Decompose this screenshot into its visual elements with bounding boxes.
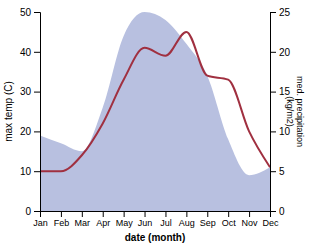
tick-label: Aug xyxy=(179,218,195,228)
tick-label: Feb xyxy=(54,218,70,228)
tick: 5 xyxy=(270,166,285,177)
tick: 50 xyxy=(20,7,40,18)
tick: 30 xyxy=(20,86,40,97)
tick-label: Dec xyxy=(262,218,279,228)
tick-label: Jan xyxy=(33,218,48,228)
x-axis: Jan Feb Mar Apr May Jun Jul Aug Sep Oct NovDec xyxy=(33,211,279,228)
y2-axis-title-line: med. precipitation xyxy=(295,76,305,147)
tick: Jan xyxy=(33,211,48,228)
y-axis: 0 10 20 30 40 50 xyxy=(20,7,41,217)
tick-label: 20 xyxy=(20,126,32,137)
tick-mark xyxy=(34,171,40,172)
tick-mark xyxy=(165,211,166,217)
tick-label: Oct xyxy=(222,218,237,228)
tick-mark xyxy=(270,211,276,212)
tick-mark xyxy=(270,171,276,172)
precip-area xyxy=(40,12,270,211)
tick: Nov xyxy=(242,211,259,228)
chart-container: JanFebMarAprMayJunJulAugSepOctNovDec0102… xyxy=(0,0,318,247)
tick-label: 20 xyxy=(279,47,291,58)
tick-mark xyxy=(249,211,250,217)
axis-line xyxy=(34,13,41,212)
tick-label: 40 xyxy=(20,47,32,58)
tick-mark xyxy=(228,211,229,217)
marks xyxy=(40,12,270,211)
tick: Apr xyxy=(96,211,110,228)
tick-mark xyxy=(145,211,146,217)
tick-label: 10 xyxy=(20,166,32,177)
tick-label: 10 xyxy=(279,126,291,137)
tick: Feb xyxy=(54,211,70,228)
y2-axis-title-line: (kg/m2) xyxy=(285,96,295,127)
tick: May xyxy=(116,211,134,228)
tick: Oct xyxy=(222,211,237,228)
tick: 40 xyxy=(20,47,40,58)
axis-line xyxy=(271,13,277,212)
tick-mark xyxy=(34,92,40,93)
tick-label: May xyxy=(116,218,134,228)
plot: JanFebMarAprMayJunJulAugSepOctNovDec0102… xyxy=(3,7,305,243)
tick-label: 30 xyxy=(20,86,32,97)
tick-label: Jul xyxy=(160,218,172,228)
tick: Jul xyxy=(160,211,172,228)
tick-label: Mar xyxy=(75,218,91,228)
tick: 0 xyxy=(270,206,285,217)
tick: Sep xyxy=(200,211,216,228)
tick-label: 25 xyxy=(279,7,291,18)
tick-mark xyxy=(270,131,276,132)
chart: JanFebMarAprMayJunJulAugSepOctNovDec0102… xyxy=(0,0,318,247)
tick: 10 xyxy=(20,166,40,177)
axis-line xyxy=(41,212,271,218)
tick-mark xyxy=(82,211,83,217)
tick-mark xyxy=(103,211,104,217)
tick: Jun xyxy=(138,211,153,228)
tick-label: Sep xyxy=(200,218,216,228)
y2-axis-title: med. precipitation(kg/m2) xyxy=(285,76,305,147)
tick: 0 xyxy=(25,206,40,217)
y-axis-title: max temp (C) xyxy=(3,81,14,142)
tick-label: 0 xyxy=(25,206,31,217)
tick-mark xyxy=(34,12,40,13)
tick: 25 xyxy=(270,7,291,18)
x-axis-title: date (month) xyxy=(125,232,186,243)
tick-label: 50 xyxy=(20,7,32,18)
tick-mark xyxy=(270,92,276,93)
temp-line xyxy=(40,32,270,171)
tick-mark xyxy=(186,211,187,217)
tick-label: Nov xyxy=(242,218,259,228)
tick: Aug xyxy=(179,211,195,228)
tick-mark xyxy=(124,211,125,217)
tick-mark xyxy=(34,52,40,53)
tick-label: Apr xyxy=(96,218,110,228)
tick-mark xyxy=(34,211,40,212)
tick-label: Jun xyxy=(138,218,153,228)
tick-label: 0 xyxy=(279,206,285,217)
tick: 20 xyxy=(20,126,40,137)
tick: 10 xyxy=(270,126,291,137)
tick: Dec xyxy=(262,211,279,228)
tick-mark xyxy=(34,131,40,132)
tick: 20 xyxy=(270,47,291,58)
tick-mark xyxy=(270,12,276,13)
tick-mark xyxy=(207,211,208,217)
tick-mark xyxy=(270,52,276,53)
tick: Mar xyxy=(75,211,91,228)
tick-mark xyxy=(61,211,62,217)
tick-label: 5 xyxy=(279,166,285,177)
